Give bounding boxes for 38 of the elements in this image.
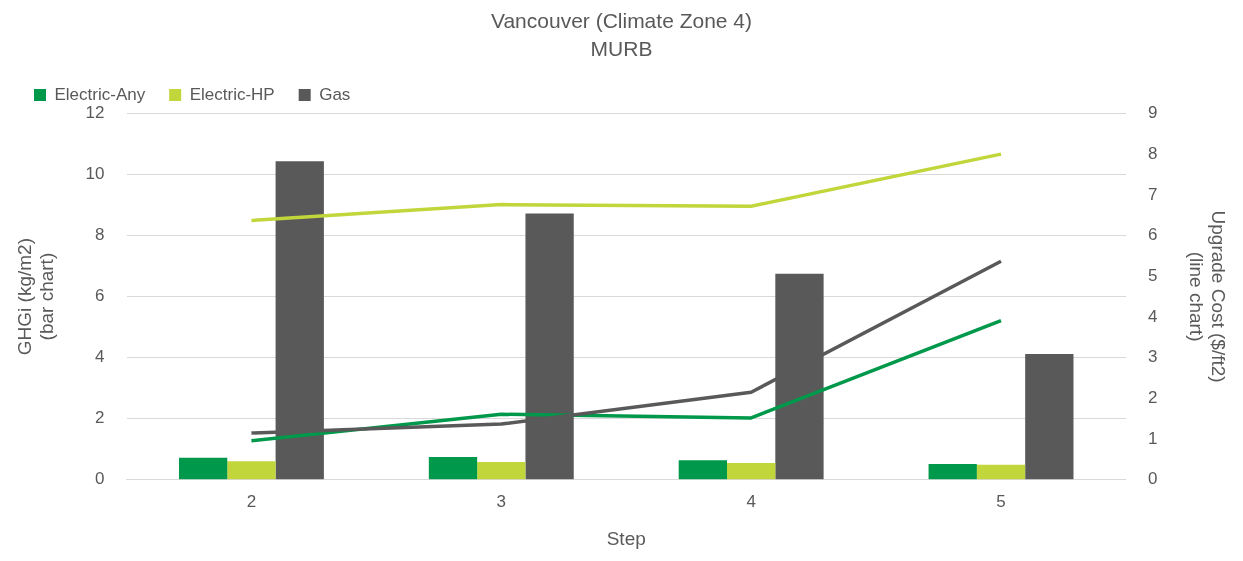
x-tick-label: 5 bbox=[996, 491, 1006, 511]
y-tick-label: 10 bbox=[85, 164, 105, 184]
bar bbox=[227, 461, 276, 480]
bar bbox=[928, 463, 977, 480]
bar bbox=[428, 456, 478, 480]
x-tick-label: 2 bbox=[246, 491, 257, 511]
y2-tick-label: 1 bbox=[1147, 428, 1158, 448]
y2-tick-label: 5 bbox=[1147, 265, 1158, 285]
y-tick-label: 4 bbox=[95, 347, 105, 367]
x-axis-title: Step bbox=[606, 527, 646, 549]
y-tick-label: 12 bbox=[85, 103, 105, 123]
y2-tick-label: 2 bbox=[1147, 388, 1158, 408]
y2-axis-title: Upgrade Cost ($/ft2) (line chart) bbox=[1185, 210, 1230, 383]
x-tick-label: 3 bbox=[496, 491, 507, 511]
legend-label: Electric-Any bbox=[54, 84, 146, 104]
y-axis-title: GHGi (kg/m2) (bar chart) bbox=[13, 238, 58, 356]
x-tick-label: 4 bbox=[746, 491, 756, 511]
y2-tick-label: 9 bbox=[1147, 103, 1158, 123]
bar bbox=[678, 460, 727, 480]
y-tick-label: 2 bbox=[95, 408, 105, 428]
y2-tick-label: 3 bbox=[1147, 347, 1158, 367]
bar bbox=[976, 464, 1026, 480]
y2-tick-label: 8 bbox=[1147, 143, 1158, 163]
bar bbox=[477, 462, 526, 480]
bar bbox=[178, 457, 228, 480]
bar bbox=[727, 463, 776, 480]
y2-tick-label: 4 bbox=[1147, 306, 1158, 326]
chart-subtitle: MURB bbox=[590, 36, 653, 60]
bar bbox=[1025, 354, 1074, 480]
y2-tick-label: 7 bbox=[1147, 184, 1158, 204]
legend-label: Electric-HP bbox=[189, 84, 275, 104]
y-tick-label: 6 bbox=[95, 286, 105, 306]
y2-tick-label: 6 bbox=[1147, 225, 1158, 245]
y2-tick-label: 0 bbox=[1147, 469, 1158, 489]
y-tick-label: 8 bbox=[95, 225, 105, 245]
chart-title: Vancouver (Climate Zone 4) bbox=[490, 9, 753, 33]
legend-label: Gas bbox=[319, 84, 351, 104]
y-tick-label: 0 bbox=[95, 469, 105, 489]
